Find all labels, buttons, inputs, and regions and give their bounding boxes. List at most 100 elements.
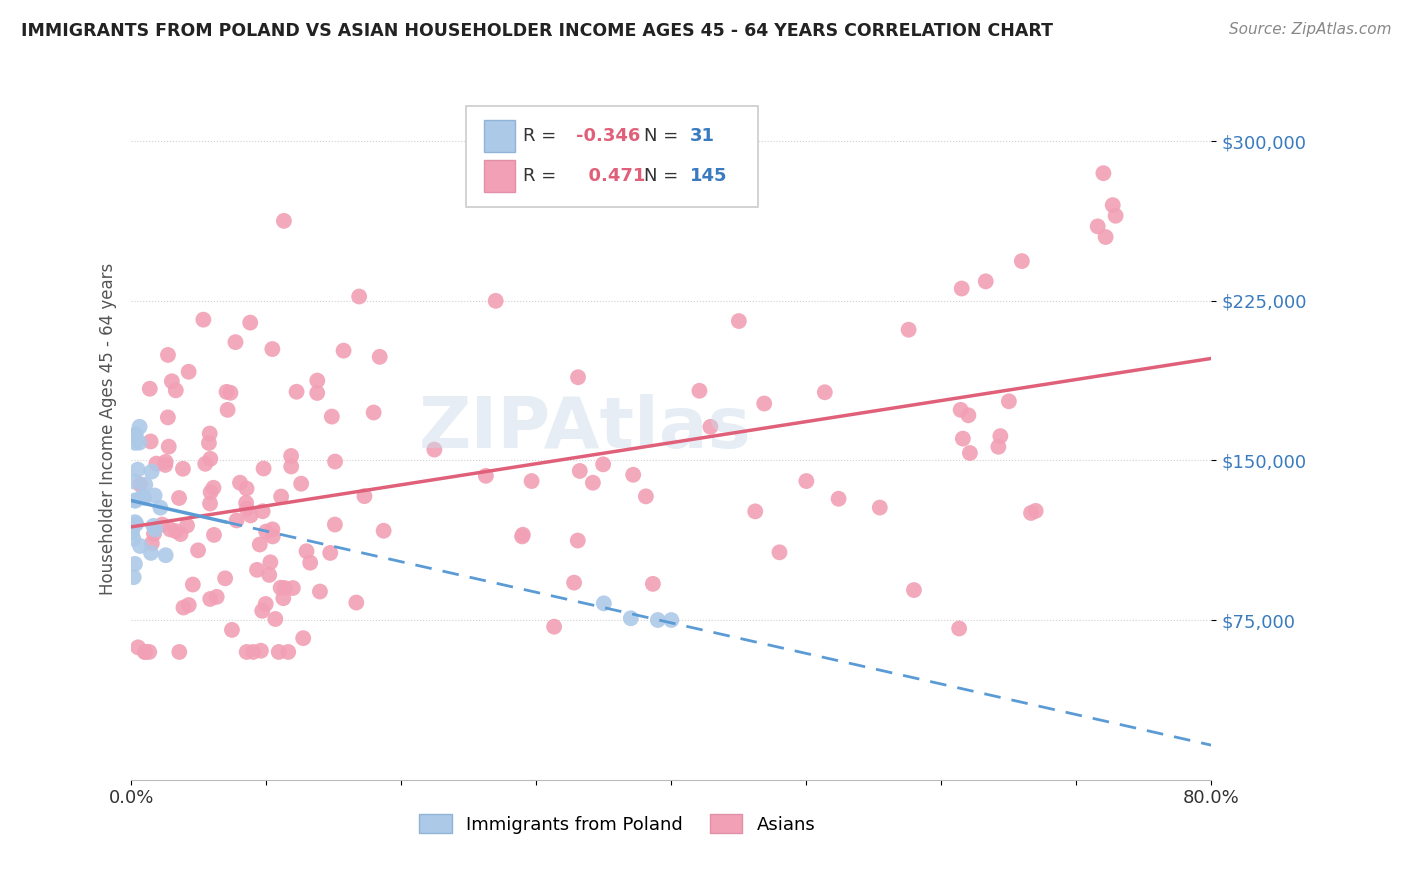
Point <box>200 451 222 466</box>
Point <box>143 488 166 502</box>
Point <box>262 529 284 543</box>
Point <box>155 455 177 469</box>
Point <box>129 477 152 491</box>
Point <box>543 620 565 634</box>
Point <box>512 527 534 541</box>
Point <box>1087 219 1109 234</box>
Point <box>621 467 644 482</box>
Point <box>165 524 187 538</box>
Point <box>225 513 247 527</box>
Point <box>150 517 173 532</box>
Point <box>1019 506 1042 520</box>
Point <box>323 517 346 532</box>
Point <box>139 546 162 560</box>
Point <box>277 645 299 659</box>
Point <box>299 556 322 570</box>
Point <box>292 631 315 645</box>
Point <box>156 410 179 425</box>
Text: Source: ZipAtlas.com: Source: ZipAtlas.com <box>1229 22 1392 37</box>
Point <box>143 523 166 537</box>
Point <box>235 501 257 516</box>
Point <box>641 577 664 591</box>
Point <box>254 597 277 611</box>
Point <box>214 571 236 585</box>
Point <box>125 516 148 531</box>
Point <box>122 570 145 584</box>
Point <box>988 429 1011 443</box>
Point <box>159 523 181 537</box>
Point <box>567 370 589 384</box>
Point <box>132 491 155 505</box>
Point <box>987 440 1010 454</box>
Point <box>323 454 346 468</box>
Text: IMMIGRANTS FROM POLAND VS ASIAN HOUSEHOLDER INCOME AGES 45 - 64 YEARS CORRELATIO: IMMIGRANTS FROM POLAND VS ASIAN HOUSEHOL… <box>21 22 1053 40</box>
Point <box>520 474 543 488</box>
Point <box>235 482 257 496</box>
Point <box>124 493 146 508</box>
Point <box>124 435 146 450</box>
Point <box>368 350 391 364</box>
Point <box>257 568 280 582</box>
Point <box>200 485 222 500</box>
Point <box>202 481 225 495</box>
Point <box>659 613 682 627</box>
Point <box>239 508 262 523</box>
Point <box>139 434 162 449</box>
Point <box>1094 230 1116 244</box>
Point <box>485 293 508 308</box>
Point <box>156 348 179 362</box>
Point <box>181 577 204 591</box>
Point <box>127 640 149 655</box>
Point <box>869 500 891 515</box>
Point <box>321 409 343 424</box>
Point <box>235 496 257 510</box>
Point <box>242 645 264 659</box>
Point <box>121 521 143 535</box>
Point <box>121 525 143 540</box>
Point <box>252 604 274 618</box>
Point <box>373 524 395 538</box>
Point <box>215 384 238 399</box>
Point <box>952 432 974 446</box>
Point <box>353 489 375 503</box>
Point <box>125 427 148 442</box>
Point <box>950 281 973 295</box>
Point <box>124 557 146 571</box>
Point <box>172 600 194 615</box>
Text: N =: N = <box>644 127 679 145</box>
Point <box>319 546 342 560</box>
Point <box>510 529 533 543</box>
Point <box>897 323 920 337</box>
Point <box>252 504 274 518</box>
Point <box>974 274 997 288</box>
Point <box>131 489 153 503</box>
Point <box>177 365 200 379</box>
Point <box>959 446 981 460</box>
Point <box>246 563 269 577</box>
Point <box>1011 254 1033 268</box>
Point <box>254 524 277 539</box>
Point <box>134 477 156 491</box>
Point <box>423 442 446 457</box>
Point <box>290 476 312 491</box>
Point <box>198 426 221 441</box>
Text: R =: R = <box>523 127 562 145</box>
Point <box>727 314 749 328</box>
Point <box>620 611 643 625</box>
Point <box>169 645 191 659</box>
Point <box>281 581 304 595</box>
Text: 31: 31 <box>690 127 714 145</box>
Text: 145: 145 <box>690 167 727 185</box>
Y-axis label: Householder Income Ages 45 - 64 years: Householder Income Ages 45 - 64 years <box>100 262 117 595</box>
Point <box>141 536 163 550</box>
Point <box>134 645 156 659</box>
Point <box>634 489 657 503</box>
Point <box>344 595 367 609</box>
Point <box>307 386 329 401</box>
Point <box>957 409 980 423</box>
Point <box>249 537 271 551</box>
Point <box>167 491 190 505</box>
Point <box>122 532 145 546</box>
Text: N =: N = <box>644 167 679 185</box>
Point <box>796 474 818 488</box>
